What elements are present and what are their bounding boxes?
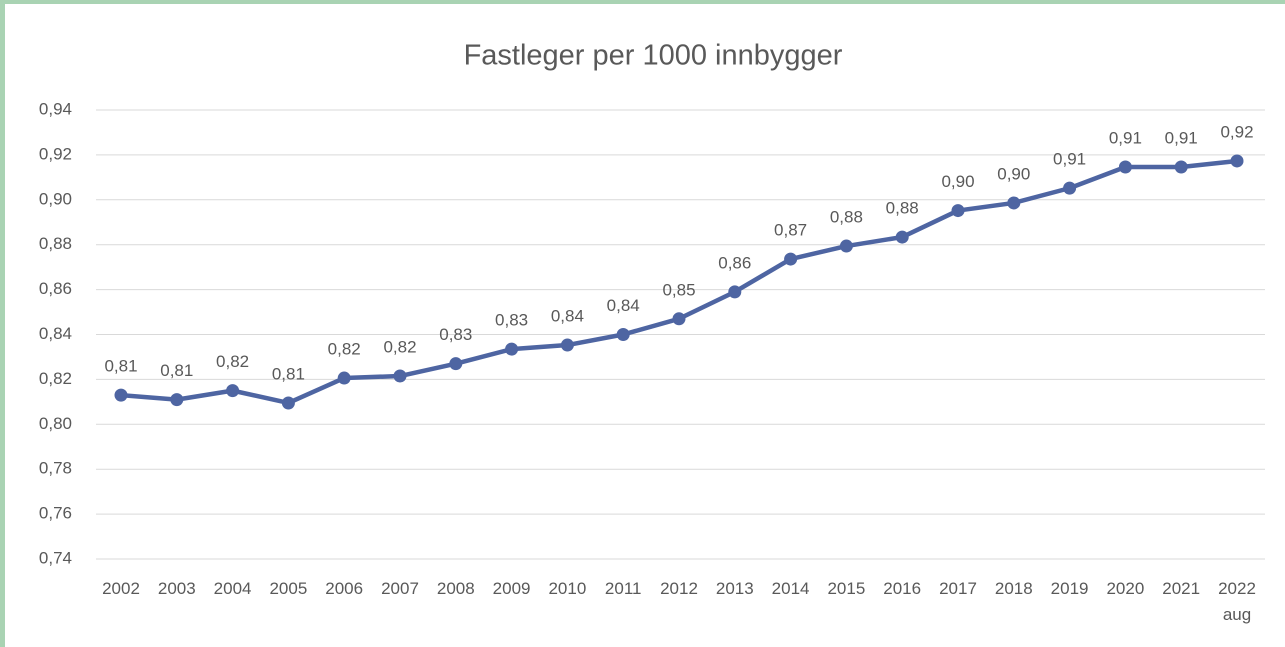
x-tick-label: 2016 xyxy=(883,579,922,598)
x-tick-label: 2022 aug xyxy=(1218,579,1256,624)
x-tick-label: 2021 xyxy=(1162,579,1201,598)
data-label: 0,92 xyxy=(1220,122,1253,141)
x-tick-label: 2019 xyxy=(1050,579,1089,598)
y-tick-label: 0,74 xyxy=(39,548,72,567)
data-label: 0,81 xyxy=(104,357,137,376)
point xyxy=(1007,196,1021,210)
point xyxy=(337,371,351,385)
point xyxy=(1118,160,1132,174)
point xyxy=(114,388,128,402)
data-label: 0,91 xyxy=(1165,129,1198,148)
x-tick-label: 2012 xyxy=(660,579,698,598)
x-tick-label: 2002 xyxy=(102,579,140,598)
data-label: 0,81 xyxy=(272,364,305,383)
y-tick-label: 0,84 xyxy=(39,324,72,343)
x-tick-label: 2006 xyxy=(325,579,364,598)
data-label: 0,82 xyxy=(383,338,416,357)
data-label: 0,91 xyxy=(1109,129,1142,148)
x-tick-label: 2014 xyxy=(771,579,810,598)
point xyxy=(449,357,463,371)
point xyxy=(170,393,184,407)
y-tick-label: 0,88 xyxy=(39,234,72,253)
y-tick-label: 0,86 xyxy=(39,279,72,298)
data-label: 0,85 xyxy=(662,280,695,299)
y-tick-label: 0,94 xyxy=(39,99,72,118)
data-label: 0,82 xyxy=(328,340,361,359)
point xyxy=(1230,154,1244,168)
data-label: 0,87 xyxy=(774,221,807,240)
x-tick-label: 2009 xyxy=(492,579,531,598)
data-label: 0,84 xyxy=(607,296,640,315)
x-tick-label: 2011 xyxy=(604,579,642,598)
data-label: 0,81 xyxy=(160,361,193,380)
data-label: 0,90 xyxy=(941,172,974,191)
data-label: 0,91 xyxy=(1053,150,1086,169)
x-tick-label: 2004 xyxy=(213,579,252,598)
point xyxy=(784,252,798,266)
data-label: 0,84 xyxy=(551,307,584,326)
point xyxy=(951,204,965,218)
chart-title: Fastleger per 1000 innbygger xyxy=(464,40,843,72)
point xyxy=(839,239,853,253)
data-label: 0,88 xyxy=(830,208,863,227)
y-tick-label: 0,92 xyxy=(39,144,72,163)
data-label: 0,86 xyxy=(718,253,751,272)
x-tick-label: 2005 xyxy=(269,579,308,598)
data-label: 0,82 xyxy=(216,352,249,371)
x-tick-label: 2013 xyxy=(715,579,754,598)
point xyxy=(672,312,686,326)
x-tick-label: 2010 xyxy=(548,579,587,598)
x-tick-label: 2017 xyxy=(939,579,977,598)
y-tick-label: 0,80 xyxy=(39,414,72,433)
data-label: 0,88 xyxy=(886,199,919,218)
data-label: 0,83 xyxy=(439,325,472,344)
point xyxy=(281,396,295,410)
x-tick-label: 2015 xyxy=(827,579,866,598)
point xyxy=(393,369,407,383)
x-tick-label: 2003 xyxy=(157,579,196,598)
point xyxy=(505,342,519,356)
point xyxy=(616,328,630,341)
y-tick-label: 0,90 xyxy=(39,189,72,208)
y-tick-label: 0,76 xyxy=(39,504,72,523)
x-tick-label: 2020 xyxy=(1106,579,1145,598)
point xyxy=(560,338,574,352)
point xyxy=(1174,160,1188,174)
data-label: 0,90 xyxy=(997,164,1030,183)
point xyxy=(1063,181,1077,195)
data-label: 0,83 xyxy=(495,311,528,330)
x-tick-label: 2018 xyxy=(994,579,1033,598)
point xyxy=(728,285,742,299)
point xyxy=(226,384,240,398)
x-tick-label: 2008 xyxy=(436,579,475,598)
y-tick-label: 0,82 xyxy=(39,369,72,388)
point xyxy=(895,230,909,244)
y-tick-label: 0,78 xyxy=(39,459,72,478)
x-tick-label: 2007 xyxy=(381,579,419,598)
